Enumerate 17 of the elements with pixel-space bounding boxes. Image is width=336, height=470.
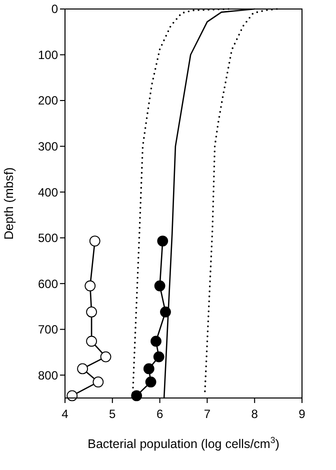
y-tick-label: 600 xyxy=(38,276,58,291)
x-axis-title: Bacterial population (log cells/cm$^{3}$) xyxy=(88,435,280,451)
y-tick-label: 700 xyxy=(38,322,58,337)
y-tick-label: 800 xyxy=(38,368,58,382)
x-tick-label: 7 xyxy=(204,407,211,421)
y-tick-label: 0 xyxy=(51,2,58,16)
y-tick-label: 300 xyxy=(38,139,58,154)
y-axis-title: Depth (mbsf) xyxy=(2,167,16,240)
y-tick-label: 100 xyxy=(38,48,58,62)
x-tick-label: 5 xyxy=(109,407,116,421)
y-tick-label: 500 xyxy=(38,231,58,246)
y-tick-label: 200 xyxy=(38,94,58,108)
x-tick-label: 4 xyxy=(62,407,69,421)
x-tick-label: 8 xyxy=(251,407,258,421)
x-tick-label: 9 xyxy=(298,407,306,421)
x-tick-label: 6 xyxy=(156,407,164,421)
y-tick-label: 400 xyxy=(38,185,58,200)
